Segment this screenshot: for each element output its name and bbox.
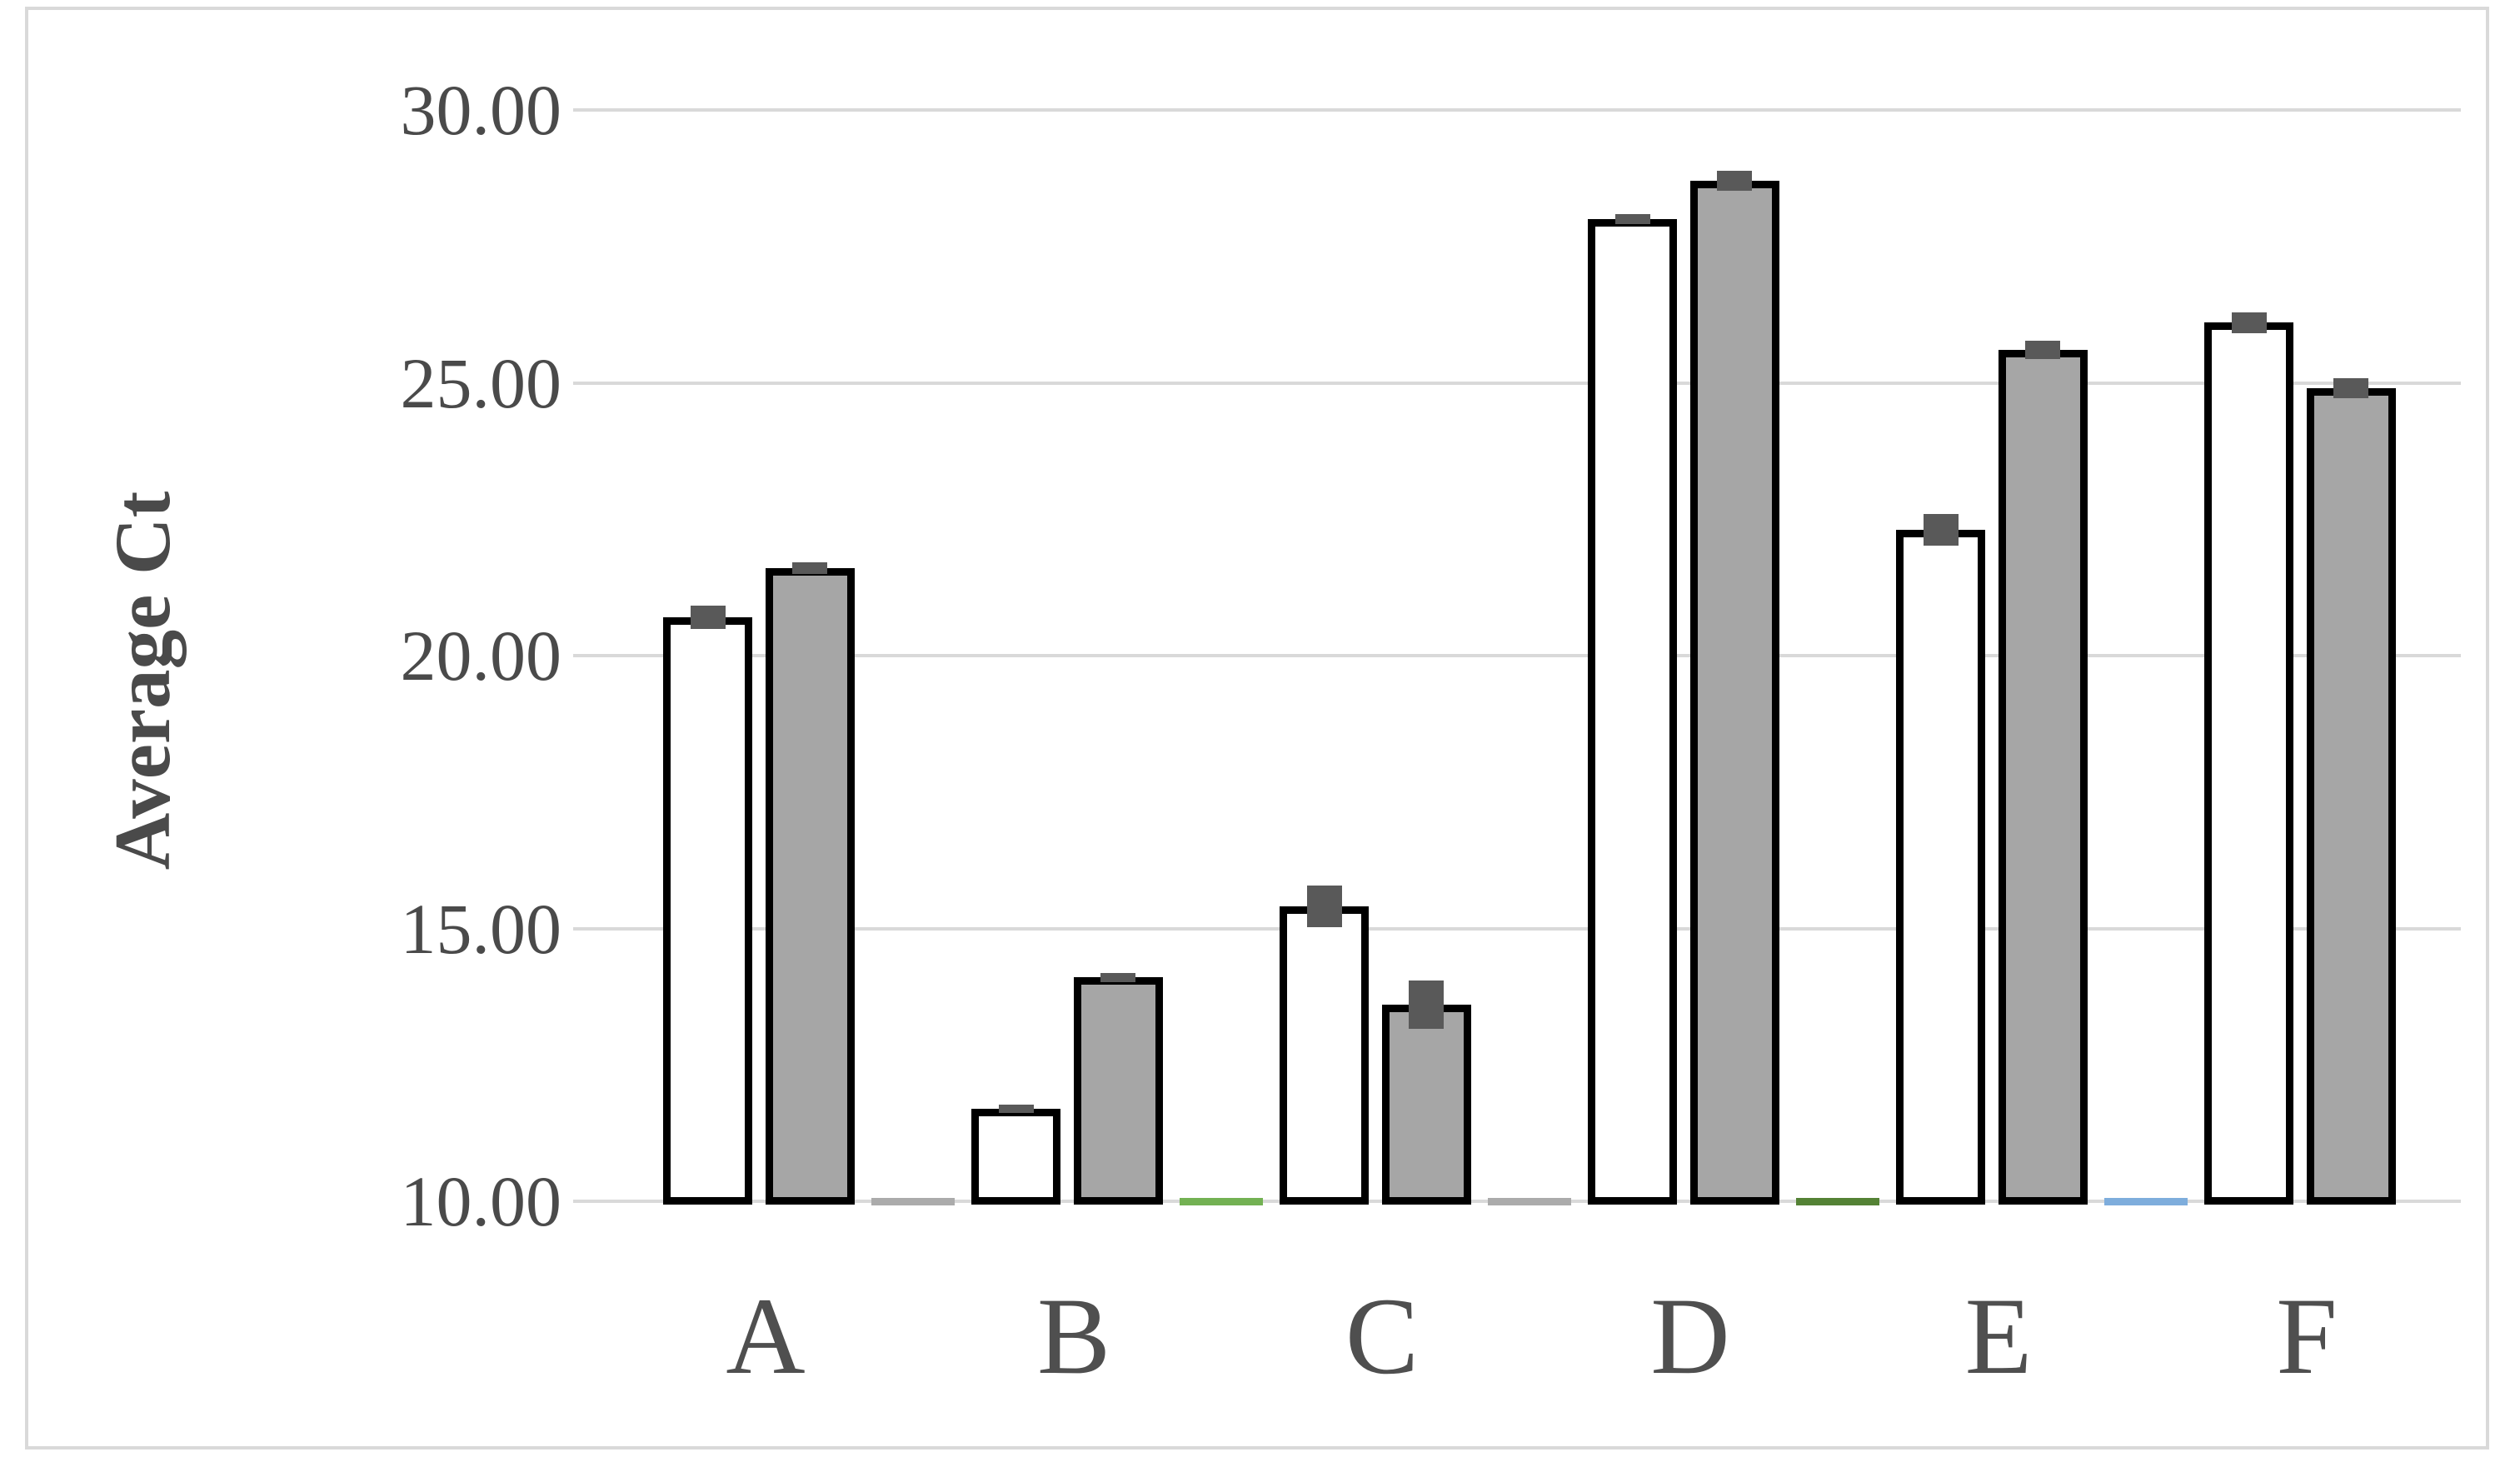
y-tick-label-20.00: 20.00 — [400, 616, 562, 696]
y-tick-mark-30.00 — [573, 108, 611, 112]
bar-C-white-bars — [1280, 906, 1370, 1205]
plot-area: 10.00 15.00 20.00 25.00 30.00 A B C D E F — [401, 70, 2461, 1397]
gridline-30.00 — [611, 108, 2461, 112]
baseline-segment-after-E — [2104, 1198, 2188, 1205]
bar-B-gray-bars — [1074, 977, 1163, 1205]
error-cap-F-white-bars — [2231, 312, 2267, 333]
bar-D-white-bars — [1588, 219, 1678, 1205]
error-cap-E-gray-bars — [2025, 341, 2061, 360]
baseline-segment-after-B — [1180, 1198, 1263, 1205]
baseline-segment-after-C — [1488, 1198, 1571, 1205]
category-label-F: F — [2276, 1275, 2338, 1397]
y-tick-mark-10.00 — [573, 1200, 611, 1203]
baseline-segment-after-D — [1796, 1198, 1879, 1205]
category-label-D: D — [1650, 1275, 1730, 1397]
error-cap-C-gray-bars — [1409, 981, 1445, 1029]
y-tick-label-15.00: 15.00 — [400, 888, 562, 969]
error-cap-D-gray-bars — [1717, 171, 1753, 191]
y-tick-label-30.00: 30.00 — [400, 70, 562, 150]
error-cap-C-white-bars — [1306, 886, 1342, 928]
bar-A-white-bars — [663, 617, 753, 1205]
bar-D-gray-bars — [1690, 181, 1779, 1205]
category-label-A: A — [726, 1275, 806, 1397]
bar-F-white-bars — [2204, 322, 2294, 1205]
bar-E-gray-bars — [1999, 350, 2088, 1205]
y-tick-label-10.00: 10.00 — [400, 1161, 562, 1241]
y-tick-mark-20.00 — [573, 654, 611, 657]
error-cap-A-white-bars — [690, 606, 726, 629]
bar-C-gray-bars — [1382, 1005, 1471, 1205]
bar-B-white-bars — [971, 1108, 1061, 1205]
y-tick-mark-15.00 — [573, 926, 611, 931]
error-cap-A-gray-bars — [792, 561, 828, 575]
y-axis-title: Average Ct — [98, 491, 187, 871]
chart-frame: Average Ct 10.00 15.00 20.00 25.00 30.00 A B C… — [25, 7, 2489, 1450]
error-cap-F-gray-bars — [2333, 378, 2369, 398]
gridline-20.00 — [611, 654, 2461, 657]
category-label-C: C — [1345, 1275, 1420, 1397]
error-cap-E-white-bars — [1923, 514, 1959, 546]
y-tick-label-25.00: 25.00 — [400, 342, 562, 423]
category-label-B: B — [1036, 1275, 1111, 1397]
error-cap-D-white-bars — [1614, 214, 1650, 224]
bar-A-gray-bars — [766, 568, 855, 1205]
baseline-segment-after-A — [871, 1198, 955, 1205]
gridline-25.00 — [611, 381, 2461, 385]
error-cap-B-white-bars — [998, 1104, 1034, 1113]
category-label-E: E — [1964, 1275, 2033, 1397]
y-tick-mark-25.00 — [573, 381, 611, 385]
gridline-15.00 — [611, 926, 2461, 931]
bar-E-white-bars — [1896, 530, 1986, 1205]
bar-F-gray-bars — [2307, 388, 2396, 1205]
error-cap-B-gray-bars — [1100, 972, 1136, 983]
